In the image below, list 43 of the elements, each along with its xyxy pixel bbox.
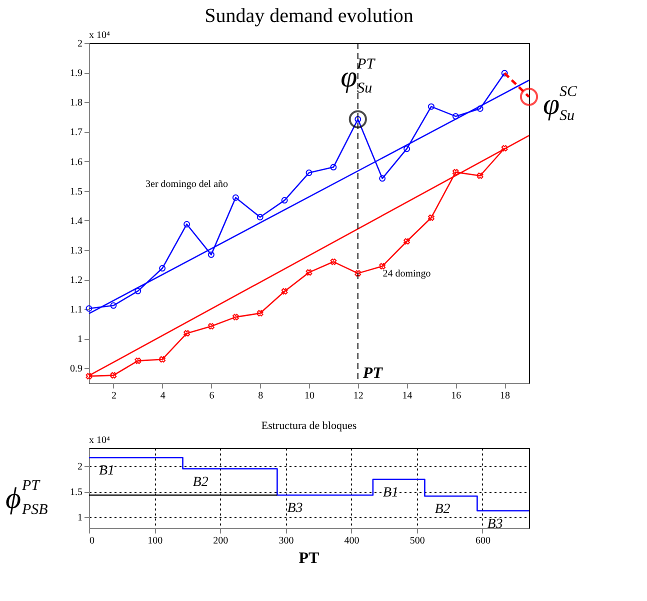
y-tick-label: 1.6: [70, 156, 82, 168]
x-tick-label: 12: [353, 390, 364, 402]
y-tick-label: 1.5: [70, 186, 82, 198]
x-tick-label: 300: [278, 536, 294, 546]
y-tick-label: 1.1: [70, 304, 82, 316]
y-tick-label: 1.5: [70, 487, 82, 498]
x-tick-label: 400: [344, 536, 360, 546]
x-tick-label: 18: [500, 390, 510, 402]
x-tick-label: 500: [410, 536, 425, 546]
x-tick-label: 8: [258, 390, 264, 402]
y-tick-label: 1.4: [70, 216, 82, 227]
data-label: B2: [192, 474, 208, 490]
data-label: B3: [287, 501, 303, 516]
x-axis-title: PT: [298, 550, 320, 567]
y-tick-label: 1: [78, 334, 82, 346]
text: x 10⁴: [89, 435, 110, 446]
y-tick-label: 1.3: [70, 245, 82, 256]
y-tick-label: 1.9: [70, 68, 82, 80]
ref-line-label: PT: [362, 365, 384, 382]
x-tick-label: 100: [148, 536, 163, 546]
x-tick-label: 200: [213, 536, 228, 546]
y-tick-label: 1: [78, 512, 82, 524]
y-tick-label: 1.7: [70, 127, 82, 138]
data-label: B3: [487, 516, 503, 532]
y-tick-label: 1.8: [70, 98, 82, 109]
x-tick-label: 6: [209, 390, 214, 402]
x-tick-label: 0: [90, 536, 94, 546]
chart-title: Sunday demand evolution: [204, 5, 414, 27]
text: x 10⁴: [89, 30, 110, 41]
x-tick-label: 2: [111, 390, 116, 402]
series-label: 24 domingo: [382, 268, 431, 280]
y-tick-label: 2: [78, 462, 82, 473]
series-label: 3er domingo del año: [146, 179, 228, 190]
y-tick-label: 0.9: [70, 364, 82, 375]
x-tick-label: 14: [402, 390, 412, 402]
x-tick-label: 16: [451, 390, 462, 402]
x-tick-label: 600: [475, 536, 490, 546]
x-tick-label: 10: [304, 390, 314, 402]
x-tick-label: 4: [160, 390, 166, 402]
y-tick-label: 1.2: [70, 275, 82, 286]
data-label: B2: [434, 502, 450, 518]
chart-title: Estructura de bloques: [261, 420, 357, 432]
y-tick-label: 2: [78, 38, 82, 50]
